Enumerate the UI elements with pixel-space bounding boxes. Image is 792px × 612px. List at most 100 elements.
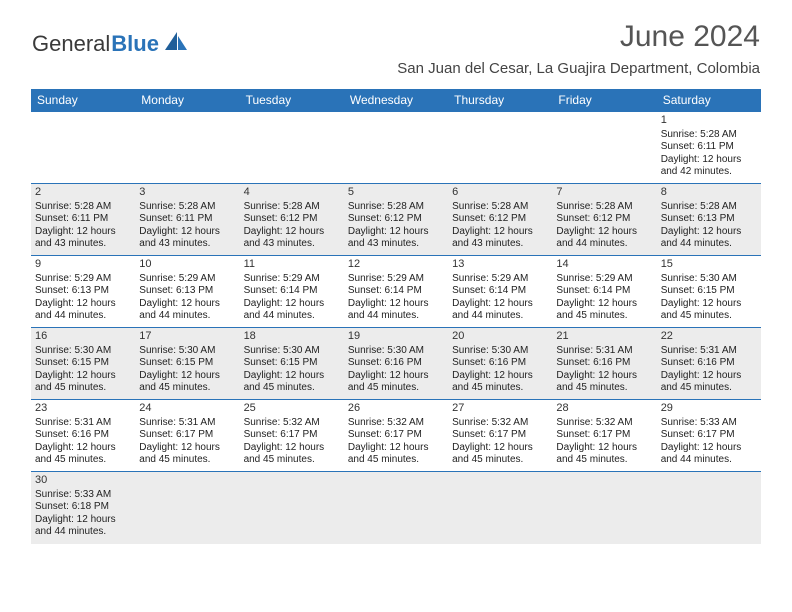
sunrise-line: Sunrise: 5:28 AM — [661, 129, 757, 142]
daylight-line-2: and 45 minutes. — [556, 382, 652, 395]
daylight-line: Daylight: 12 hours — [139, 298, 235, 311]
sunset-line: Sunset: 6:16 PM — [556, 357, 652, 370]
sunrise-line: Sunrise: 5:28 AM — [452, 201, 548, 214]
daylight-line: Daylight: 12 hours — [661, 442, 757, 455]
daylight-line-2: and 44 minutes. — [661, 238, 757, 251]
daylight-line-2: and 44 minutes. — [139, 310, 235, 323]
sunset-line: Sunset: 6:17 PM — [244, 429, 340, 442]
sunset-line: Sunset: 6:14 PM — [556, 285, 652, 298]
day-number: 22 — [661, 330, 757, 344]
sunrise-line: Sunrise: 5:29 AM — [452, 273, 548, 286]
day-number: 24 — [139, 402, 235, 416]
weekday-header: Sunday — [31, 89, 135, 112]
day-number: 15 — [661, 258, 757, 272]
daylight-line-2: and 45 minutes. — [556, 454, 652, 467]
empty-cell — [240, 112, 344, 184]
sunset-line: Sunset: 6:13 PM — [661, 213, 757, 226]
daylight-line-2: and 45 minutes. — [244, 454, 340, 467]
day-number: 3 — [139, 186, 235, 200]
sunset-line: Sunset: 6:17 PM — [661, 429, 757, 442]
day-number: 21 — [556, 330, 652, 344]
day-cell: 23Sunrise: 5:31 AMSunset: 6:16 PMDayligh… — [31, 400, 135, 472]
day-number: 8 — [661, 186, 757, 200]
day-number: 25 — [244, 402, 340, 416]
weekday-header: Friday — [552, 89, 656, 112]
day-cell: 13Sunrise: 5:29 AMSunset: 6:14 PMDayligh… — [448, 256, 552, 328]
empty-cell — [344, 112, 448, 184]
day-number: 5 — [348, 186, 444, 200]
sunrise-line: Sunrise: 5:32 AM — [556, 417, 652, 430]
day-cell: 5Sunrise: 5:28 AMSunset: 6:12 PMDaylight… — [344, 184, 448, 256]
empty-cell — [344, 472, 448, 544]
day-number: 29 — [661, 402, 757, 416]
daylight-line-2: and 45 minutes. — [139, 382, 235, 395]
empty-cell — [135, 112, 239, 184]
daylight-line-2: and 43 minutes. — [139, 238, 235, 251]
location-subtitle: San Juan del Cesar, La Guajira Departmen… — [397, 60, 760, 77]
daylight-line: Daylight: 12 hours — [556, 442, 652, 455]
sunset-line: Sunset: 6:16 PM — [661, 357, 757, 370]
daylight-line-2: and 45 minutes. — [452, 382, 548, 395]
daylight-line: Daylight: 12 hours — [244, 298, 340, 311]
daylight-line-2: and 44 minutes. — [661, 454, 757, 467]
day-number: 19 — [348, 330, 444, 344]
sunset-line: Sunset: 6:16 PM — [452, 357, 548, 370]
daylight-line: Daylight: 12 hours — [661, 226, 757, 239]
sunrise-line: Sunrise: 5:31 AM — [661, 345, 757, 358]
sunrise-line: Sunrise: 5:29 AM — [348, 273, 444, 286]
daylight-line: Daylight: 12 hours — [661, 298, 757, 311]
daylight-line: Daylight: 12 hours — [348, 298, 444, 311]
sunset-line: Sunset: 6:13 PM — [139, 285, 235, 298]
daylight-line-2: and 44 minutes. — [348, 310, 444, 323]
day-cell: 2Sunrise: 5:28 AMSunset: 6:11 PMDaylight… — [31, 184, 135, 256]
daylight-line-2: and 45 minutes. — [139, 454, 235, 467]
weekday-header: Thursday — [448, 89, 552, 112]
daylight-line-2: and 45 minutes. — [244, 382, 340, 395]
day-cell: 14Sunrise: 5:29 AMSunset: 6:14 PMDayligh… — [552, 256, 656, 328]
logo-text-general: General — [32, 31, 110, 57]
day-cell: 18Sunrise: 5:30 AMSunset: 6:15 PMDayligh… — [240, 328, 344, 400]
sunset-line: Sunset: 6:15 PM — [661, 285, 757, 298]
sunset-line: Sunset: 6:16 PM — [348, 357, 444, 370]
sunrise-line: Sunrise: 5:28 AM — [661, 201, 757, 214]
day-cell: 7Sunrise: 5:28 AMSunset: 6:12 PMDaylight… — [552, 184, 656, 256]
empty-cell — [657, 472, 761, 544]
daylight-line: Daylight: 12 hours — [244, 226, 340, 239]
daylight-line: Daylight: 12 hours — [244, 370, 340, 383]
sunrise-line: Sunrise: 5:33 AM — [661, 417, 757, 430]
sunset-line: Sunset: 6:14 PM — [348, 285, 444, 298]
daylight-line: Daylight: 12 hours — [35, 370, 131, 383]
daylight-line: Daylight: 12 hours — [35, 442, 131, 455]
weekday-header: Saturday — [657, 89, 761, 112]
daylight-line: Daylight: 12 hours — [556, 298, 652, 311]
daylight-line-2: and 44 minutes. — [244, 310, 340, 323]
day-number: 18 — [244, 330, 340, 344]
empty-cell — [448, 472, 552, 544]
daylight-line: Daylight: 12 hours — [556, 370, 652, 383]
empty-cell — [240, 472, 344, 544]
daylight-line: Daylight: 12 hours — [244, 442, 340, 455]
day-cell: 8Sunrise: 5:28 AMSunset: 6:13 PMDaylight… — [657, 184, 761, 256]
day-number: 23 — [35, 402, 131, 416]
header: General Blue June 2024 San Juan del Cesa… — [0, 0, 792, 83]
daylight-line-2: and 44 minutes. — [452, 310, 548, 323]
day-cell: 19Sunrise: 5:30 AMSunset: 6:16 PMDayligh… — [344, 328, 448, 400]
day-cell: 26Sunrise: 5:32 AMSunset: 6:17 PMDayligh… — [344, 400, 448, 472]
daylight-line: Daylight: 12 hours — [452, 442, 548, 455]
daylight-line: Daylight: 12 hours — [348, 226, 444, 239]
daylight-line-2: and 43 minutes. — [244, 238, 340, 251]
daylight-line: Daylight: 12 hours — [661, 154, 757, 167]
daylight-line: Daylight: 12 hours — [348, 370, 444, 383]
day-number: 10 — [139, 258, 235, 272]
sunset-line: Sunset: 6:15 PM — [35, 357, 131, 370]
calendar-table: Sunday Monday Tuesday Wednesday Thursday… — [31, 89, 761, 544]
sunrise-line: Sunrise: 5:30 AM — [661, 273, 757, 286]
sunrise-line: Sunrise: 5:31 AM — [556, 345, 652, 358]
title-block: June 2024 San Juan del Cesar, La Guajira… — [397, 20, 760, 77]
day-number: 28 — [556, 402, 652, 416]
sunrise-line: Sunrise: 5:32 AM — [452, 417, 548, 430]
sunrise-line: Sunrise: 5:28 AM — [139, 201, 235, 214]
daylight-line-2: and 44 minutes. — [35, 526, 131, 539]
sunset-line: Sunset: 6:17 PM — [348, 429, 444, 442]
sail-icon — [163, 30, 189, 57]
